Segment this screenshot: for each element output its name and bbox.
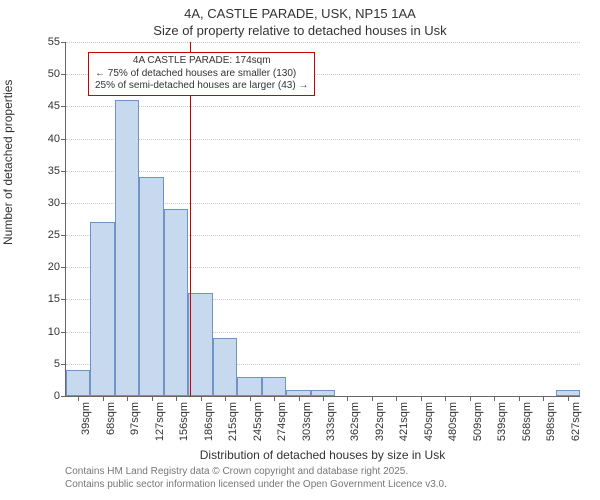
ytick-label: 35	[48, 165, 66, 177]
x-axis-label: Distribution of detached houses by size …	[65, 448, 580, 462]
xtick-label: 450sqm	[421, 396, 435, 441]
ytick-label: 55	[48, 36, 66, 48]
xtick-label: 245sqm	[250, 396, 264, 441]
xtick-label: 421sqm	[396, 396, 410, 441]
gridline	[66, 171, 580, 172]
histogram-bar	[164, 209, 188, 396]
xtick-label: 392sqm	[372, 396, 386, 441]
xtick-label: 156sqm	[176, 396, 190, 441]
footer-line1: Contains HM Land Registry data © Crown c…	[65, 466, 447, 479]
ytick-label: 50	[48, 68, 66, 80]
chart-title-line2: Size of property relative to detached ho…	[0, 23, 600, 38]
gridline	[66, 42, 580, 43]
histogram-bar	[237, 377, 261, 396]
xtick-label: 303sqm	[299, 396, 313, 441]
ytick-label: 20	[48, 261, 66, 273]
ytick-label: 30	[48, 197, 66, 209]
ytick-label: 5	[54, 358, 66, 370]
histogram-bar	[90, 222, 114, 396]
xtick-label: 480sqm	[445, 396, 459, 441]
annotation-line1: 4A CASTLE PARADE: 174sqm	[95, 55, 308, 68]
histogram-bar	[139, 177, 163, 396]
histogram-bar	[188, 293, 212, 396]
xtick-label: 333sqm	[323, 396, 337, 441]
y-axis-label: Number of detached properties	[1, 80, 15, 245]
ytick-label: 15	[48, 293, 66, 305]
histogram-bar	[115, 100, 139, 396]
gridline	[66, 106, 580, 107]
xtick-label: 627sqm	[568, 396, 582, 441]
histogram-bar	[66, 370, 90, 396]
xtick-label: 598sqm	[543, 396, 557, 441]
ytick-label: 25	[48, 229, 66, 241]
xtick-label: 509sqm	[470, 396, 484, 441]
xtick-label: 68sqm	[103, 396, 117, 435]
footer-attribution: Contains HM Land Registry data © Crown c…	[65, 466, 447, 491]
footer-line2: Contains public sector information licen…	[65, 479, 447, 492]
xtick-label: 274sqm	[274, 396, 288, 441]
annotation-box: 4A CASTLE PARADE: 174sqm ← 75% of detach…	[88, 52, 315, 96]
ytick-label: 45	[48, 100, 66, 112]
xtick-label: 186sqm	[201, 396, 215, 441]
annotation-line2: ← 75% of detached houses are smaller (13…	[95, 68, 308, 81]
annotation-line3: 25% of semi-detached houses are larger (…	[95, 80, 308, 93]
xtick-label: 362sqm	[347, 396, 361, 441]
gridline	[66, 139, 580, 140]
ytick-label: 0	[54, 390, 66, 402]
xtick-label: 97sqm	[127, 396, 141, 435]
xtick-label: 568sqm	[519, 396, 533, 441]
histogram-bar	[213, 338, 237, 396]
chart-container: 4A, CASTLE PARADE, USK, NP15 1AA Size of…	[0, 0, 600, 500]
plot-area: 051015202530354045505539sqm68sqm97sqm127…	[65, 42, 580, 397]
ytick-label: 40	[48, 133, 66, 145]
xtick-label: 39sqm	[78, 396, 92, 435]
chart-title-line1: 4A, CASTLE PARADE, USK, NP15 1AA	[0, 6, 600, 21]
xtick-label: 215sqm	[225, 396, 239, 441]
xtick-label: 127sqm	[152, 396, 166, 441]
ytick-label: 10	[48, 326, 66, 338]
histogram-bar	[262, 377, 286, 396]
xtick-label: 539sqm	[494, 396, 508, 441]
